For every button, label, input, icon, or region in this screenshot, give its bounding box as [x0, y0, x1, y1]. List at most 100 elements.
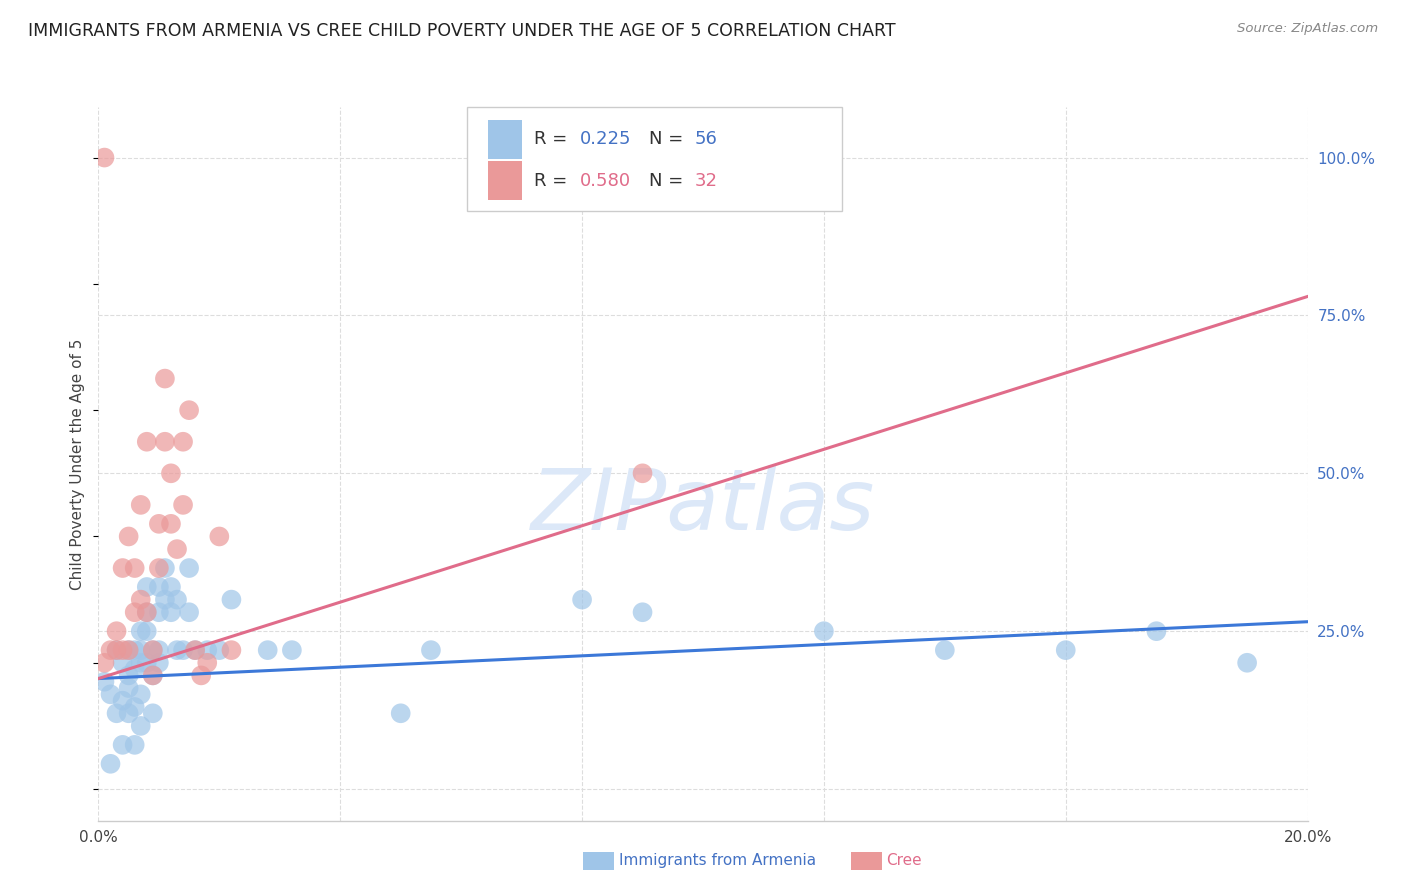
Point	[153, 561, 176, 575]
Point	[184, 643, 207, 657]
Point	[111, 693, 134, 707]
Point	[129, 656, 152, 670]
Point	[190, 668, 212, 682]
Point	[124, 662, 146, 676]
Point	[100, 756, 122, 771]
Point	[105, 706, 128, 721]
Text: Source: ZipAtlas.com: Source: ZipAtlas.com	[1237, 22, 1378, 36]
Point	[208, 643, 231, 657]
Point	[118, 529, 141, 543]
Point	[111, 643, 134, 657]
Point	[221, 592, 243, 607]
Point	[934, 643, 956, 657]
Point	[153, 592, 176, 607]
Point	[129, 643, 152, 657]
Point	[142, 643, 165, 657]
Point	[221, 643, 243, 657]
Point	[129, 687, 152, 701]
Point	[195, 656, 218, 670]
Point	[111, 561, 134, 575]
Point	[129, 498, 152, 512]
Point	[179, 605, 201, 619]
Point	[389, 706, 412, 721]
Text: 0.580: 0.580	[579, 171, 631, 189]
Point	[129, 624, 152, 639]
Point	[111, 738, 134, 752]
Point	[105, 643, 128, 657]
Point	[172, 643, 194, 657]
Point	[813, 624, 835, 639]
Text: N =: N =	[648, 130, 689, 148]
Point	[93, 151, 115, 165]
Point	[160, 580, 183, 594]
Text: 32: 32	[695, 171, 717, 189]
Point	[281, 643, 304, 657]
Point	[142, 706, 165, 721]
Text: IMMIGRANTS FROM ARMENIA VS CREE CHILD POVERTY UNDER THE AGE OF 5 CORRELATION CHA: IMMIGRANTS FROM ARMENIA VS CREE CHILD PO…	[28, 22, 896, 40]
Y-axis label: Child Poverty Under the Age of 5: Child Poverty Under the Age of 5	[70, 338, 86, 590]
Point	[135, 580, 157, 594]
Point	[166, 542, 188, 557]
Text: ZIPatlas: ZIPatlas	[531, 465, 875, 549]
Point	[208, 529, 231, 543]
Text: 0.225: 0.225	[579, 130, 631, 148]
Point	[172, 498, 194, 512]
Point	[135, 605, 157, 619]
Point	[631, 605, 654, 619]
Text: R =: R =	[534, 171, 572, 189]
Point	[124, 561, 146, 575]
FancyBboxPatch shape	[488, 161, 522, 200]
Point	[571, 592, 593, 607]
Point	[118, 643, 141, 657]
Text: Cree: Cree	[886, 854, 921, 868]
Point	[142, 668, 165, 682]
Point	[124, 605, 146, 619]
Point	[93, 674, 115, 689]
Point	[93, 656, 115, 670]
Point	[1054, 643, 1077, 657]
Point	[160, 467, 183, 481]
Point	[142, 643, 165, 657]
Point	[166, 643, 188, 657]
Point	[148, 561, 170, 575]
Point	[111, 656, 134, 670]
Point	[124, 738, 146, 752]
Point	[100, 643, 122, 657]
Point	[118, 643, 141, 657]
Point	[105, 643, 128, 657]
Point	[256, 643, 278, 657]
Point	[166, 592, 188, 607]
Point	[118, 706, 141, 721]
Point	[148, 605, 170, 619]
Point	[195, 643, 218, 657]
Text: 56: 56	[695, 130, 717, 148]
FancyBboxPatch shape	[467, 107, 842, 211]
Point	[100, 687, 122, 701]
Point	[160, 516, 183, 531]
Point	[179, 403, 201, 417]
Text: Immigrants from Armenia: Immigrants from Armenia	[619, 854, 815, 868]
Point	[118, 681, 141, 695]
Point	[129, 592, 152, 607]
Point	[148, 656, 170, 670]
FancyBboxPatch shape	[488, 120, 522, 159]
Point	[179, 561, 201, 575]
Text: N =: N =	[648, 171, 689, 189]
Point	[124, 643, 146, 657]
Point	[148, 643, 170, 657]
Point	[160, 605, 183, 619]
Point	[135, 605, 157, 619]
Point	[142, 668, 165, 682]
Point	[135, 656, 157, 670]
Point	[148, 580, 170, 594]
Point	[153, 434, 176, 449]
Point	[124, 700, 146, 714]
Point	[129, 719, 152, 733]
Point	[148, 516, 170, 531]
Point	[1236, 656, 1258, 670]
Point	[135, 624, 157, 639]
Point	[135, 434, 157, 449]
Point	[184, 643, 207, 657]
Text: R =: R =	[534, 130, 572, 148]
Point	[1144, 624, 1167, 639]
